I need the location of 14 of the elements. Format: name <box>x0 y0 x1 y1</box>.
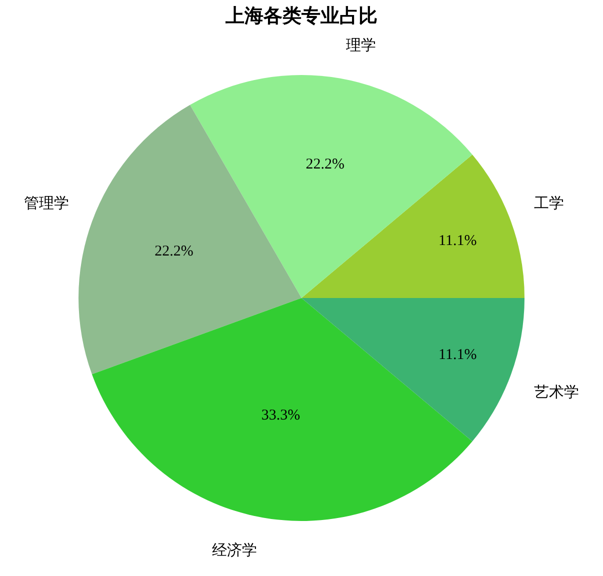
slice-label: 艺术学 <box>534 384 579 401</box>
chart-title: 上海各类专业占比 <box>224 4 378 27</box>
pie-slice <box>302 298 524 442</box>
data-label: 22.2% <box>154 244 194 260</box>
slice-label: 工学 <box>534 195 564 212</box>
pie-slice <box>302 154 524 298</box>
slice-label: 经济学 <box>212 542 257 559</box>
data-label: 11.1% <box>438 346 477 363</box>
slice-label: 理学 <box>346 37 376 54</box>
slice-label: 管理学 <box>24 195 69 212</box>
data-label: 33.3% <box>261 408 300 424</box>
data-label: 22.2% <box>306 156 344 172</box>
pie-slice <box>78 104 302 374</box>
data-label: 11.1% <box>438 233 477 250</box>
